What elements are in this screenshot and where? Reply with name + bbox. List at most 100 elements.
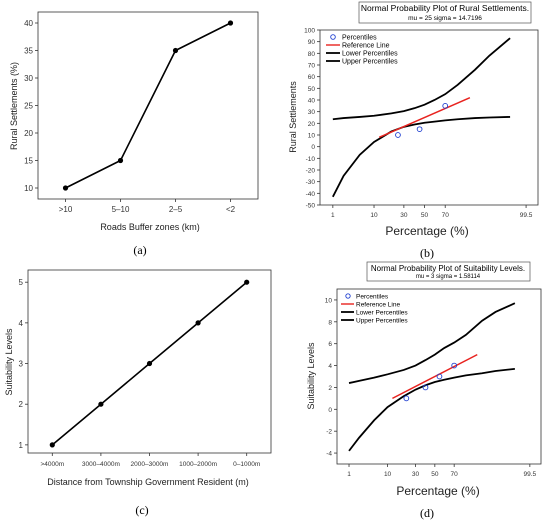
legend-label: Upper Percentiles: [356, 318, 408, 325]
series-line: [65, 22, 231, 189]
y-tick-label: 15: [24, 157, 33, 166]
chart-subtitle: mu = 3 sigma = 1.58114: [416, 274, 481, 280]
x-tick-label: 30: [412, 471, 420, 478]
x-tick-label: >4000m: [40, 461, 64, 468]
x-axis-label: Percentage (%): [396, 484, 479, 498]
legend-label: Lower Percentiles: [342, 51, 398, 58]
y-axis-label: Suitability Levels: [4, 328, 14, 396]
y-tick-label: 4: [328, 363, 332, 370]
y-tick-label: 2: [328, 385, 332, 392]
y-tick-label: 6: [328, 341, 332, 348]
x-tick-label: 2–5: [169, 205, 183, 214]
y-tick-label: 3: [19, 360, 24, 369]
x-tick-label: >10: [59, 205, 73, 214]
x-axis-label: Percentage (%): [385, 224, 468, 238]
y-tick-label: -40: [306, 191, 316, 198]
x-tick-label: 30: [400, 212, 408, 219]
x-tick-label: 1: [347, 471, 351, 478]
x-tick-label: 99.5: [524, 471, 537, 478]
x-tick-label: 3000–4000m: [82, 461, 120, 468]
title-box: [358, 1, 532, 24]
y-tick-label: 5: [19, 278, 24, 287]
data-point: [98, 401, 104, 407]
y-axis-label: Suitability Levels: [306, 342, 316, 410]
data-point: [227, 20, 234, 26]
y-tick-label: -2: [326, 429, 332, 436]
reference-line: [378, 96, 471, 139]
y-tick-label: -50: [306, 203, 316, 210]
y-tick-label: 100: [304, 28, 315, 35]
legend-label: Percentiles: [356, 294, 389, 301]
legend-marker-percentiles: [330, 34, 336, 40]
x-tick-label: 70: [451, 471, 459, 478]
y-tick-label: 1: [19, 441, 24, 450]
data-point: [62, 185, 69, 191]
y-tick-label: 10: [308, 133, 316, 140]
x-tick-label: 10: [370, 212, 378, 219]
y-tick-label: 70: [308, 63, 316, 70]
y-tick-label: 0: [328, 407, 332, 414]
y-tick-label: 40: [24, 19, 33, 28]
percentile-point: [403, 395, 410, 402]
x-tick-label: 0–1000m: [233, 461, 260, 468]
x-tick-label: 10: [384, 471, 392, 478]
chart-title: Normal Probability Plot of Rural Settlem…: [361, 3, 529, 13]
legend-label: Upper Percentiles: [342, 59, 398, 66]
y-tick-label: 30: [308, 109, 316, 116]
y-tick-label: 30: [24, 74, 33, 83]
chart-title: Normal Probability Plot of Suitability L…: [371, 264, 525, 273]
legend-label: Lower Percentiles: [356, 310, 408, 317]
panel-label: (a): [133, 243, 146, 257]
y-tick-label: 10: [325, 297, 333, 304]
data-point: [172, 47, 179, 54]
reference-line: [392, 353, 478, 400]
x-tick-label: 2000–3000m: [131, 461, 169, 468]
y-tick-label: -10: [306, 156, 316, 163]
x-tick-label: <2: [226, 205, 236, 214]
percentile-point: [395, 132, 401, 138]
legend-label: Reference Line: [356, 302, 400, 309]
x-tick-label: 50: [431, 471, 439, 478]
upper-percentiles-line: [332, 37, 511, 121]
x-tick-label: 1000–2000m: [179, 461, 217, 468]
legend: Percentiles Reference Line Lower Percent…: [341, 293, 408, 325]
x-axis-label: Roads Buffer zones (km): [100, 222, 199, 232]
y-tick-label: 20: [308, 121, 316, 128]
plot-frame: [319, 29, 539, 206]
y-tick-label: 10: [24, 184, 33, 193]
lower-percentiles-line: [332, 116, 511, 198]
lower-percentiles-line: [348, 367, 515, 452]
y-tick-label: 4: [19, 319, 24, 328]
y-tick-label: -4: [326, 451, 332, 458]
chart-subtitle: mu = 25 sigma = 14.7196: [408, 15, 482, 22]
percentile-point: [442, 102, 449, 109]
legend-label: Reference Line: [342, 43, 390, 50]
y-tick-label: 80: [308, 51, 316, 58]
percentile-point: [422, 384, 429, 391]
percentile-point: [416, 126, 423, 133]
upper-percentiles-line: [348, 302, 516, 384]
data-point: [146, 360, 153, 367]
y-tick-label: 0: [311, 144, 315, 151]
y-tick-label: -30: [306, 179, 316, 186]
y-tick-label: 90: [308, 39, 316, 46]
x-tick-label: 50: [421, 212, 429, 219]
panel-label: (d): [420, 506, 434, 520]
data-point: [49, 442, 55, 448]
x-tick-label: 1: [331, 212, 335, 219]
y-tick-label: 60: [308, 74, 316, 81]
y-axis-label: Rural Settlements (%): [9, 62, 19, 150]
data-point: [244, 279, 250, 285]
x-tick-label: 99.5: [520, 212, 533, 219]
plot-frame: [336, 288, 542, 465]
panel-d: Normal Probability Plot of Suitability L…: [306, 261, 542, 520]
panel-label: (c): [135, 503, 148, 517]
panel-a: 10 15 20 25 30 35 40 >10 5–10 2–5 <2 Rural Settlem…: [9, 11, 259, 257]
legend-label: Percentiles: [342, 35, 377, 42]
y-tick-label: 8: [328, 319, 332, 326]
y-tick-label: 40: [308, 98, 316, 105]
panel-c: 1 2 3 4 5 >4000m 3000–4000m 2000–3000m 1000–2000…: [4, 269, 272, 517]
panel-label: (b): [420, 246, 434, 260]
panel-b: Normal Probability Plot of Rural Settlem…: [288, 1, 539, 260]
